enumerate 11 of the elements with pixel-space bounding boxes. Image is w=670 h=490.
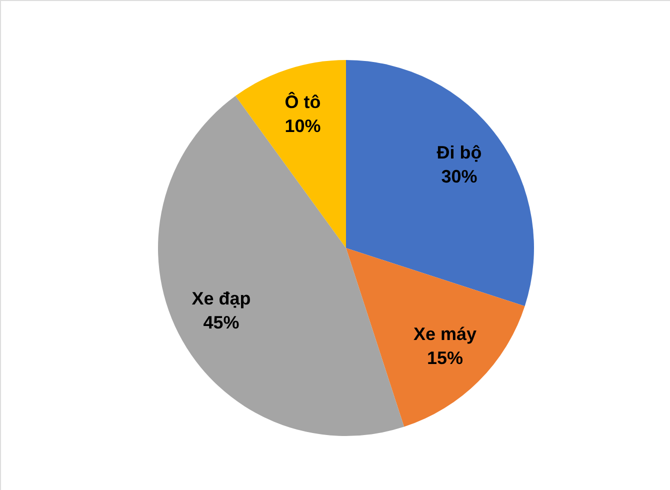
slice-label: Đi bộ xyxy=(436,142,482,163)
pie-slice xyxy=(346,248,525,427)
pie-slice xyxy=(235,60,346,248)
data-label: 45% xyxy=(203,312,240,333)
data-label: 10% xyxy=(284,116,321,136)
slice-label: Xe máy xyxy=(413,324,477,344)
slice-label: Xe đạp xyxy=(192,288,251,309)
slice-label: Ô tô xyxy=(284,90,321,112)
pie-slice xyxy=(346,60,534,306)
data-label: 30% xyxy=(441,166,478,187)
data-label: 15% xyxy=(426,348,464,368)
